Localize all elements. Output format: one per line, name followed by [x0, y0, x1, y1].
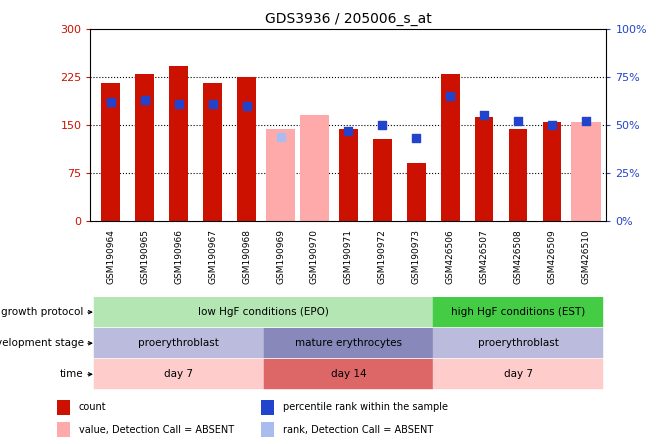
Bar: [265, 130, 295, 221]
Bar: [94, 328, 263, 358]
Text: rank, Detection Call = ABSENT: rank, Detection Call = ABSENT: [283, 424, 433, 435]
Text: proerythroblast: proerythroblast: [138, 338, 219, 348]
Text: day 7: day 7: [504, 369, 533, 379]
Point: [139, 96, 150, 103]
Point: [411, 135, 421, 142]
Bar: [94, 297, 433, 327]
Bar: [433, 359, 603, 389]
Point: [207, 100, 218, 107]
Point: [241, 102, 252, 109]
Point: [479, 112, 490, 119]
Text: percentile rank within the sample: percentile rank within the sample: [283, 402, 448, 412]
Bar: [441, 74, 460, 221]
Bar: [135, 74, 154, 221]
Bar: [263, 328, 433, 358]
Point: [377, 121, 388, 129]
Bar: [373, 139, 392, 221]
Point: [275, 133, 286, 140]
Bar: [433, 328, 603, 358]
Bar: [94, 359, 263, 389]
Bar: [407, 163, 425, 221]
Text: growth protocol: growth protocol: [1, 307, 84, 317]
Text: mature erythrocytes: mature erythrocytes: [295, 338, 402, 348]
Bar: [57, 400, 70, 415]
Bar: [261, 422, 274, 437]
Bar: [475, 117, 494, 221]
Bar: [543, 122, 561, 221]
Point: [174, 100, 184, 107]
Title: GDS3936 / 205006_s_at: GDS3936 / 205006_s_at: [265, 12, 431, 27]
Text: proerythroblast: proerythroblast: [478, 338, 559, 348]
Point: [343, 127, 354, 134]
Bar: [433, 297, 603, 327]
Bar: [237, 77, 256, 221]
Text: day 14: day 14: [330, 369, 366, 379]
Text: high HgF conditions (EST): high HgF conditions (EST): [451, 307, 585, 317]
Text: time: time: [60, 369, 84, 379]
Point: [581, 118, 592, 125]
Point: [445, 93, 456, 100]
Text: day 7: day 7: [164, 369, 193, 379]
Bar: [509, 130, 527, 221]
Text: value, Detection Call = ABSENT: value, Detection Call = ABSENT: [78, 424, 234, 435]
Bar: [57, 422, 70, 437]
Point: [105, 99, 116, 106]
Bar: [263, 359, 433, 389]
Point: [547, 121, 557, 129]
Bar: [101, 83, 120, 221]
Bar: [571, 122, 601, 221]
Bar: [170, 66, 188, 221]
Bar: [339, 130, 358, 221]
Bar: [203, 83, 222, 221]
Text: development stage: development stage: [0, 338, 84, 348]
Bar: [261, 400, 274, 415]
Bar: [299, 115, 330, 221]
Point: [513, 118, 523, 125]
Text: count: count: [78, 402, 106, 412]
Text: low HgF conditions (EPO): low HgF conditions (EPO): [198, 307, 329, 317]
